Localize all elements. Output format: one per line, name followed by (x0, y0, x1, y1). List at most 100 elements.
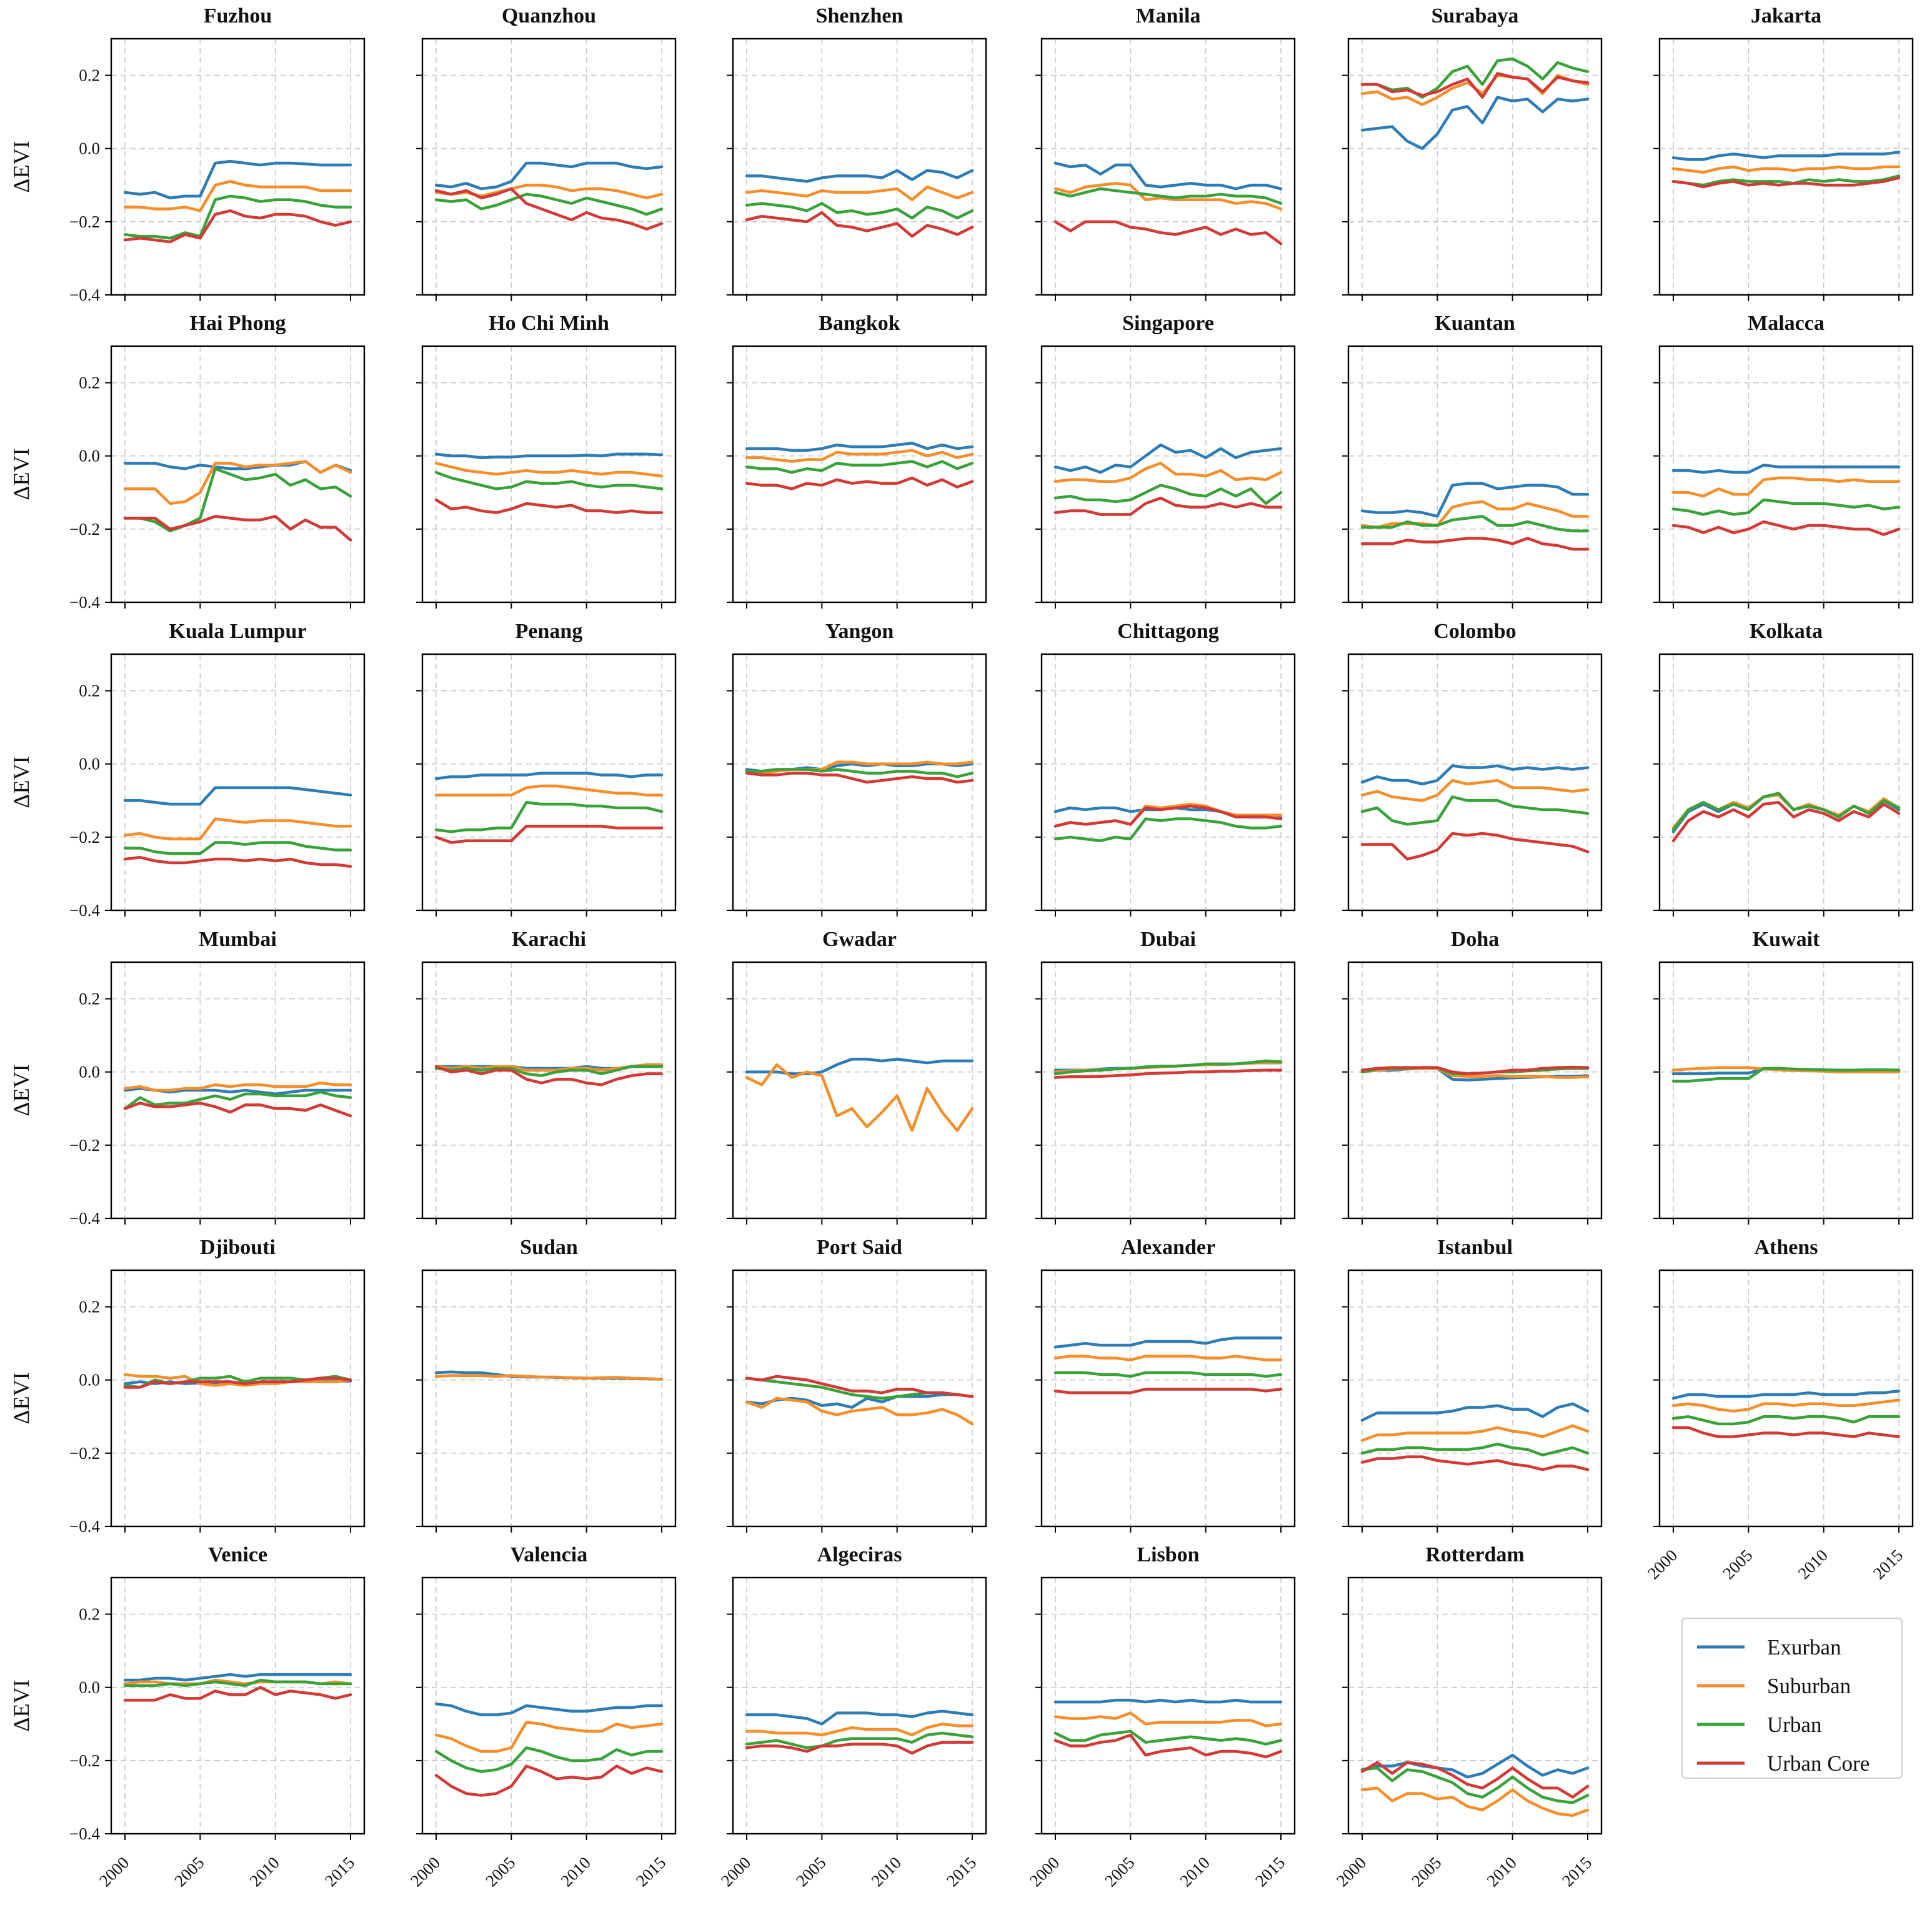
series-line-urban-core (1053, 220, 1283, 246)
series-line-suburban (745, 449, 974, 463)
series-line-exurban (434, 161, 664, 191)
panel-title: Manila (1136, 4, 1201, 27)
series-line-suburban (123, 460, 352, 505)
panel-title: Lisbon (1137, 1543, 1199, 1566)
series-line-urban (1053, 1059, 1283, 1075)
legend-label: Suburban (1767, 1674, 1851, 1698)
axes-frame (1347, 37, 1603, 296)
y-tick-label: −0.4 (69, 593, 100, 612)
panel-djibouti: Djibouti 0.2 0.0 −0.2 −0.4 ΔEVI (9, 1236, 366, 1536)
axes-frame (1658, 37, 1914, 296)
panel-title: Kuantan (1435, 312, 1515, 335)
x-tick-label: 2005 (482, 1853, 519, 1890)
panel-jakarta: Jakarta (1653, 4, 1914, 301)
series-line-urban-core (745, 476, 974, 490)
axes-frame (1040, 1576, 1296, 1835)
series-line-exurban (1360, 96, 1590, 150)
y-tick-label: −0.4 (69, 901, 100, 920)
series-line-urban (434, 1746, 664, 1773)
series-line-exurban (1053, 443, 1283, 474)
x-tick-label: 2010 (868, 1853, 905, 1890)
panel-ho-chi-minh: Ho Chi Minh (416, 312, 677, 609)
panel-title: Istanbul (1437, 1236, 1513, 1259)
series-line-suburban (1360, 778, 1590, 802)
series-line-suburban (434, 1374, 664, 1381)
y-axis-label: ΔEVI (9, 1064, 34, 1116)
panel-title: Fuzhou (204, 4, 272, 27)
axes-frame (1658, 653, 1914, 912)
series-line-urban (434, 470, 664, 490)
series-line-urban (123, 1090, 352, 1110)
series-line-urban-core (1360, 1761, 1590, 1799)
panel-title: Yangon (825, 620, 894, 643)
series-line-urban (1053, 1729, 1283, 1746)
panel-title: Karachi (512, 928, 586, 951)
x-tick-label: 2010 (1795, 1546, 1831, 1583)
y-tick-label: −0.4 (69, 286, 100, 304)
series-line-urban (1360, 1766, 1590, 1804)
panel-kuwait: Kuwait (1653, 928, 1914, 1225)
panel-title: Sudan (520, 1236, 578, 1259)
panel-title: Port Said (817, 1236, 902, 1259)
y-tick-label: 0.2 (79, 682, 100, 700)
series-line-urban (1053, 484, 1283, 505)
series-line-urban (1053, 817, 1283, 842)
x-tick-label: 2005 (1408, 1853, 1445, 1890)
panel-manila: Manila (1035, 4, 1296, 301)
series-line-suburban (1360, 1786, 1590, 1817)
legend: Exurban Suburban Urban Urban Core (1681, 1618, 1903, 1779)
series-line-urban-core (123, 855, 352, 868)
panel-valencia: Valencia 2000 2005 2010 2015 (407, 1543, 677, 1890)
axes-frame (732, 345, 987, 604)
y-tick-label: 0.0 (79, 139, 100, 158)
series-line-urban (123, 1678, 352, 1688)
y-tick-label: 0.2 (79, 1605, 100, 1624)
y-axis-label: ΔEVI (9, 141, 34, 192)
panel-title: Rotterdam (1425, 1543, 1525, 1566)
x-tick-label: 2000 (407, 1853, 444, 1890)
panel-surabaya: Surabaya (1342, 4, 1603, 301)
series-line-suburban (1360, 500, 1590, 529)
panel-port-said: Port Said (727, 1236, 987, 1533)
series-line-urban-core (1053, 1388, 1283, 1395)
axes-frame (1040, 1269, 1296, 1528)
axes-frame (421, 961, 677, 1220)
x-tick-label: 2015 (943, 1853, 980, 1890)
series-line-suburban (123, 1373, 352, 1387)
panel-title: Djibouti (200, 1236, 276, 1259)
panel-title: Bangkok (819, 312, 900, 335)
axes-frame (732, 1576, 987, 1835)
axes-frame (421, 1269, 677, 1528)
y-axis-label: ΔEVI (9, 1679, 34, 1731)
panel-title: Gwadar (822, 928, 897, 951)
panel-title: Mumbai (199, 928, 277, 951)
panel-malacca: Malacca (1653, 312, 1914, 609)
x-tick-label: 2000 (717, 1853, 754, 1890)
panel-chittagong: Chittagong (1035, 620, 1296, 917)
series-line-urban-core (1671, 800, 1901, 842)
series-line-urban (1671, 1415, 1901, 1426)
panel-hai-phong: Hai Phong 0.2 0.0 −0.2 −0.4 ΔEVI (9, 312, 366, 612)
series-line-suburban (123, 817, 352, 841)
series-line-urban-core (1053, 1733, 1283, 1759)
x-tick-label: 2005 (1719, 1546, 1756, 1583)
x-tick-label: 2000 (1026, 1853, 1063, 1890)
axes-frame (732, 961, 987, 1220)
series-line-urban (745, 202, 974, 220)
series-line-urban-core (123, 1376, 352, 1389)
x-tick-label: 2000 (1333, 1853, 1370, 1890)
series-line-exurban (745, 1709, 974, 1726)
axes-frame (1347, 1269, 1603, 1528)
panel-title: Chittagong (1117, 620, 1218, 643)
series-line-urban (1360, 515, 1590, 533)
panel-title: Singapore (1122, 312, 1214, 335)
series-line-urban (1671, 1067, 1901, 1083)
y-tick-label: 0.2 (79, 990, 100, 1008)
series-line-exurban (1671, 1390, 1901, 1400)
axes-frame (110, 37, 366, 296)
panel-title: Malacca (1748, 312, 1825, 335)
y-tick-label: 0.2 (79, 1298, 100, 1316)
axes-frame (1347, 1576, 1603, 1835)
series-line-urban (434, 192, 664, 216)
